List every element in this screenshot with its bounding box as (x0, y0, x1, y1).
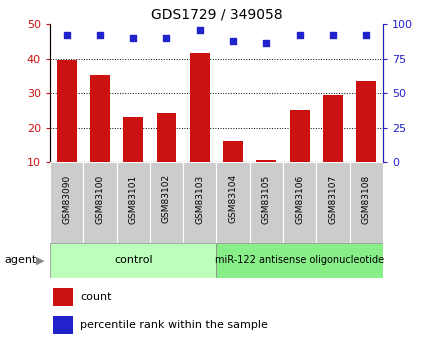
Title: GDS1729 / 349058: GDS1729 / 349058 (150, 8, 282, 22)
Text: GSM83102: GSM83102 (161, 174, 171, 224)
Bar (216, 162, 249, 243)
Bar (189, 53, 209, 162)
Text: percentile rank within the sample: percentile rank within the sample (80, 320, 267, 330)
Bar (183, 162, 216, 243)
Text: control: control (114, 256, 152, 265)
Point (329, 32, 335, 38)
Point (96, 32, 103, 38)
Bar (123, 117, 143, 162)
Text: ▶: ▶ (36, 256, 45, 265)
Bar (223, 141, 243, 162)
Point (229, 38, 236, 43)
Bar (56, 60, 76, 162)
Text: GSM83100: GSM83100 (95, 174, 104, 224)
Point (262, 41, 269, 46)
Bar (316, 162, 349, 243)
Bar (249, 162, 283, 243)
Text: miR-122 antisense oligonucleotide: miR-122 antisense oligonucleotide (214, 256, 383, 265)
Bar (349, 162, 382, 243)
Text: agent: agent (4, 256, 36, 265)
Bar (216, 243, 382, 278)
Bar (256, 160, 276, 162)
Text: GSM83107: GSM83107 (328, 174, 337, 224)
Point (63, 32, 70, 38)
Text: count: count (80, 292, 111, 302)
Bar (90, 75, 110, 162)
Bar (289, 110, 309, 162)
Text: GSM83103: GSM83103 (195, 174, 204, 224)
Bar (53, 288, 73, 306)
Bar (50, 243, 216, 278)
Bar (156, 113, 176, 162)
Bar (149, 162, 183, 243)
Bar (50, 162, 83, 243)
Point (196, 27, 203, 32)
Text: GSM83106: GSM83106 (294, 174, 303, 224)
Point (362, 32, 369, 38)
Text: GSM83104: GSM83104 (228, 174, 237, 224)
Text: GSM83101: GSM83101 (128, 174, 138, 224)
Point (163, 35, 170, 41)
Point (129, 35, 136, 41)
Bar (116, 162, 149, 243)
Bar (53, 316, 73, 334)
Bar (83, 162, 116, 243)
Text: GSM83108: GSM83108 (361, 174, 370, 224)
Bar (355, 81, 375, 162)
Point (296, 32, 302, 38)
Text: GSM83090: GSM83090 (62, 174, 71, 224)
Bar (322, 95, 342, 162)
Bar (283, 162, 316, 243)
Text: GSM83105: GSM83105 (261, 174, 270, 224)
